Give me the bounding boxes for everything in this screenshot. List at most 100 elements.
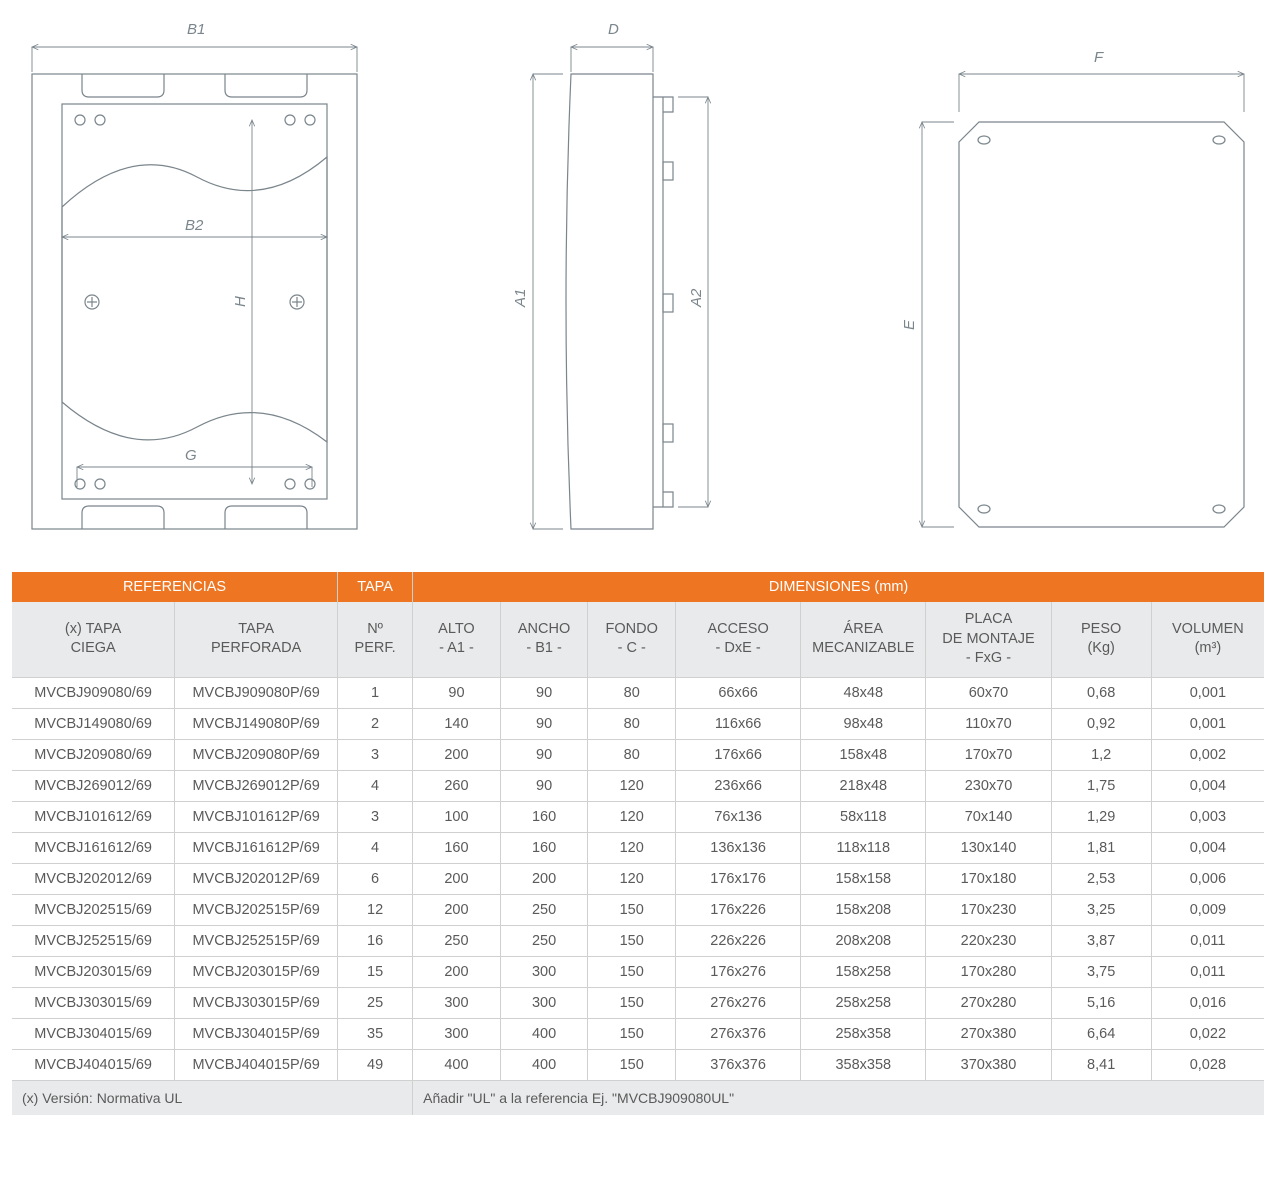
table-cell: 150 — [588, 894, 676, 925]
table-cell: 58x118 — [801, 801, 926, 832]
col-area: ÁREAMECANIZABLE — [801, 602, 926, 677]
table-cell: 376x376 — [676, 1049, 801, 1080]
table-cell: 3,25 — [1051, 894, 1151, 925]
table-cell: MVCBJ101612/69 — [12, 801, 175, 832]
table-cell: 276x276 — [676, 987, 801, 1018]
table-cell: 150 — [588, 1018, 676, 1049]
spec-table: REFERENCIAS TAPA DIMENSIONES (mm) (x) TA… — [12, 572, 1264, 1115]
table-cell: 2 — [338, 708, 413, 739]
table-cell: 0,006 — [1151, 863, 1264, 894]
table-cell: MVCBJ202012P/69 — [175, 863, 338, 894]
table-cell: 66x66 — [676, 677, 801, 708]
table-cell: 0,68 — [1051, 677, 1151, 708]
table-cell: 158x48 — [801, 739, 926, 770]
table-cell: MVCBJ161612/69 — [12, 832, 175, 863]
table-cell: MVCBJ161612P/69 — [175, 832, 338, 863]
table-cell: 230x70 — [926, 770, 1051, 801]
table-cell: 258x258 — [801, 987, 926, 1018]
table-cell: MVCBJ303015/69 — [12, 987, 175, 1018]
table-cell: 150 — [588, 987, 676, 1018]
table-cell: MVCBJ203015P/69 — [175, 956, 338, 987]
table-cell: 0,011 — [1151, 925, 1264, 956]
header-row-cols: (x) TAPACIEGA TAPAPERFORADA NºPERF. ALTO… — [12, 602, 1264, 677]
hdr-tapa: TAPA — [338, 572, 413, 602]
table-cell: MVCBJ404015/69 — [12, 1049, 175, 1080]
diagram-plate-svg: F E — [884, 12, 1254, 542]
table-cell: MVCBJ149080/69 — [12, 708, 175, 739]
table-cell: 0,004 — [1151, 770, 1264, 801]
table-cell: 150 — [588, 956, 676, 987]
table-cell: 116x66 — [676, 708, 801, 739]
table-cell: 200 — [413, 894, 501, 925]
table-cell: 60x70 — [926, 677, 1051, 708]
col-acceso: ACCESO- DxE - — [676, 602, 801, 677]
footer-right: Añadir "UL" a la referencia Ej. "MVCBJ90… — [413, 1080, 1264, 1115]
table-cell: 200 — [413, 956, 501, 987]
table-cell: 150 — [588, 1049, 676, 1080]
table-cell: 98x48 — [801, 708, 926, 739]
table-cell: 90 — [500, 739, 588, 770]
table-cell: 3 — [338, 801, 413, 832]
table-cell: MVCBJ909080/69 — [12, 677, 175, 708]
col-volumen: VOLUMEN(m³) — [1151, 602, 1264, 677]
table-cell: 250 — [500, 894, 588, 925]
table-cell: 220x230 — [926, 925, 1051, 956]
table-cell: 3,87 — [1051, 925, 1151, 956]
table-cell: MVCBJ304015/69 — [12, 1018, 175, 1049]
footer-left: (x) Versión: Normativa UL — [12, 1080, 413, 1115]
table-cell: 1,75 — [1051, 770, 1151, 801]
dimlabel-d: D — [608, 21, 619, 38]
table-cell: 1,2 — [1051, 739, 1151, 770]
table-cell: 0,92 — [1051, 708, 1151, 739]
table-cell: MVCBJ203015/69 — [12, 956, 175, 987]
table-cell: 250 — [500, 925, 588, 956]
dimlabel-a2: A2 — [688, 288, 705, 308]
table-cell: 80 — [588, 677, 676, 708]
table-cell: 0,001 — [1151, 708, 1264, 739]
table-row: MVCBJ202515/69MVCBJ202515P/6912200250150… — [12, 894, 1264, 925]
table-row: MVCBJ209080/69MVCBJ209080P/6932009080176… — [12, 739, 1264, 770]
table-cell: MVCBJ202515P/69 — [175, 894, 338, 925]
table-cell: 200 — [500, 863, 588, 894]
table-cell: 12 — [338, 894, 413, 925]
table-cell: 140 — [413, 708, 501, 739]
table-cell: 90 — [500, 677, 588, 708]
col-fondo: FONDO- C - — [588, 602, 676, 677]
table-cell: 0,022 — [1151, 1018, 1264, 1049]
hdr-dimensiones: DIMENSIONES (mm) — [413, 572, 1264, 602]
table-cell: 70x140 — [926, 801, 1051, 832]
table-cell: 300 — [413, 1018, 501, 1049]
table-cell: 200 — [413, 739, 501, 770]
diagrams-row: B1 B2 G — [12, 12, 1264, 542]
dimlabel-f: F — [1094, 49, 1104, 66]
col-tapa-perforada: TAPAPERFORADA — [175, 602, 338, 677]
table-cell: MVCBJ909080P/69 — [175, 677, 338, 708]
table-cell: 80 — [588, 708, 676, 739]
table-cell: 0,016 — [1151, 987, 1264, 1018]
table-body: MVCBJ909080/69MVCBJ909080P/69190908066x6… — [12, 677, 1264, 1080]
table-cell: 200 — [413, 863, 501, 894]
table-cell: MVCBJ209080/69 — [12, 739, 175, 770]
table-cell: 80 — [588, 739, 676, 770]
table-cell: 3 — [338, 739, 413, 770]
dimlabel-e: E — [901, 319, 918, 330]
table-cell: 1,29 — [1051, 801, 1151, 832]
table-cell: 2,53 — [1051, 863, 1151, 894]
table-cell: 170x180 — [926, 863, 1051, 894]
table-cell: 35 — [338, 1018, 413, 1049]
table-cell: MVCBJ101612P/69 — [175, 801, 338, 832]
table-cell: 76x136 — [676, 801, 801, 832]
table-cell: 6 — [338, 863, 413, 894]
table-cell: 1,81 — [1051, 832, 1151, 863]
col-peso: PESO(Kg) — [1051, 602, 1151, 677]
table-row: MVCBJ149080/69MVCBJ149080P/6921409080116… — [12, 708, 1264, 739]
table-cell: 118x118 — [801, 832, 926, 863]
table-cell: 226x226 — [676, 925, 801, 956]
table-cell: 90 — [500, 770, 588, 801]
table-cell: MVCBJ252515/69 — [12, 925, 175, 956]
diagram-plate: F E — [884, 12, 1254, 542]
table-cell: 236x66 — [676, 770, 801, 801]
table-cell: 6,64 — [1051, 1018, 1151, 1049]
table-row: MVCBJ202012/69MVCBJ202012P/6962002001201… — [12, 863, 1264, 894]
table-cell: 120 — [588, 863, 676, 894]
